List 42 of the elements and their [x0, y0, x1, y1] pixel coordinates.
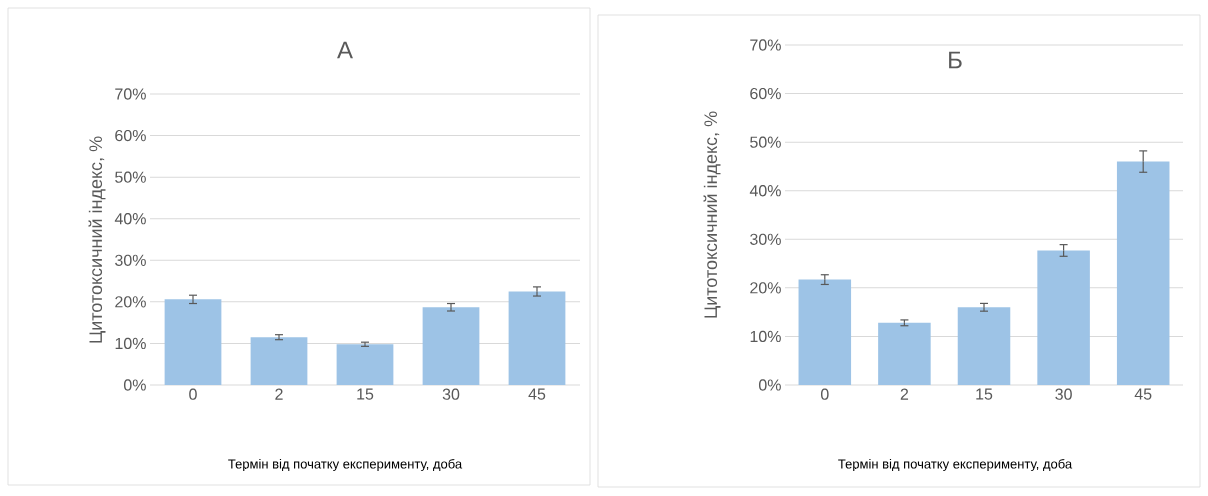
y-tick-label: 40%: [749, 185, 781, 197]
x-tick-label: 30: [1055, 388, 1072, 400]
chart-title: Б: [949, 51, 962, 69]
y-tick-label: 10%: [115, 337, 146, 350]
x-tick-label: 15: [976, 388, 993, 400]
bar: [422, 307, 480, 385]
chart-title: А: [337, 41, 353, 59]
x-axis-title: Термін від початку експерименту, доба: [838, 458, 1073, 472]
bar: [957, 307, 1011, 385]
bar: [250, 337, 308, 385]
x-tick-label: 2: [900, 388, 909, 400]
x-tick-label: 0: [820, 388, 829, 400]
bar: [1037, 250, 1090, 385]
y-tick-label: 0%: [123, 379, 146, 391]
y-tick-label: 0%: [758, 379, 781, 391]
y-tick-label: 20%: [115, 296, 146, 308]
y-axis-title: Цитотоксичний індекс, %: [88, 136, 106, 343]
y-tick-label: 70%: [115, 88, 146, 100]
y-tick-label: 30%: [115, 254, 146, 266]
bar: [336, 344, 394, 385]
y-tick-label: 60%: [115, 129, 146, 142]
y-tick-label: 50%: [115, 171, 146, 183]
x-tick-label: 30: [442, 388, 460, 400]
y-tick-label: 10%: [750, 330, 781, 343]
x-tick-label: 0: [189, 388, 197, 400]
x-tick-label: 45: [528, 388, 546, 400]
x-tick-label: 2: [275, 388, 283, 400]
y-tick-label: 70%: [750, 39, 781, 51]
bar: [798, 279, 852, 385]
x-tick-label: 45: [1134, 388, 1152, 400]
x-axis-title: Термін від початку експерименту, доба: [228, 458, 463, 472]
y-axis-title: Цитотоксичний індекс, %: [703, 111, 721, 318]
y-tick-label: 20%: [750, 282, 781, 294]
bar: [164, 299, 222, 385]
y-tick-label: 50%: [750, 136, 781, 148]
y-tick-label: 60%: [750, 87, 781, 100]
bar: [878, 322, 931, 385]
y-tick-label: 40%: [114, 213, 146, 225]
x-tick-label: 15: [357, 388, 374, 400]
bar: [1116, 161, 1170, 385]
bar: [508, 291, 566, 385]
y-tick-label: 30%: [750, 233, 781, 245]
